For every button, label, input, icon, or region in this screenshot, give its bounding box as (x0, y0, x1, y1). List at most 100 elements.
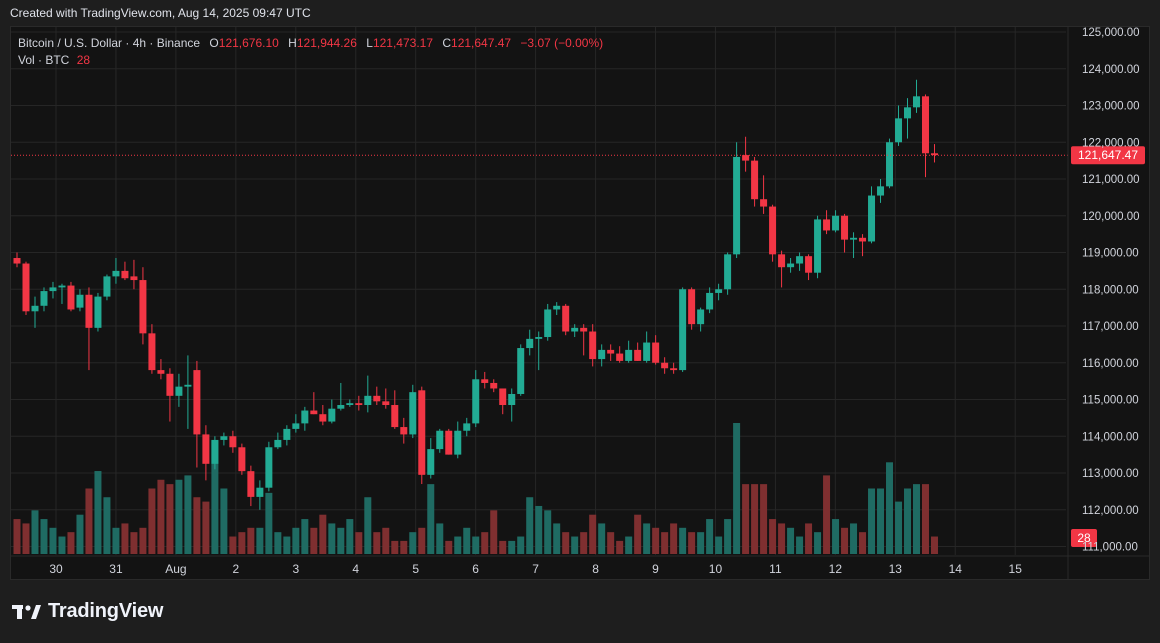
candle[interactable] (355, 395, 363, 411)
candle[interactable] (544, 303, 552, 341)
candle[interactable] (58, 283, 66, 304)
candle[interactable] (472, 370, 480, 428)
candle[interactable] (508, 388, 516, 422)
candle[interactable] (652, 335, 660, 365)
candle[interactable] (607, 344, 615, 361)
candle[interactable] (850, 232, 858, 259)
candle[interactable] (391, 390, 399, 429)
candle[interactable] (247, 465, 255, 507)
candle[interactable] (670, 362, 678, 374)
candle[interactable] (463, 417, 471, 437)
candle[interactable] (679, 287, 687, 372)
candle[interactable] (454, 421, 462, 459)
candle[interactable] (40, 287, 48, 312)
candle[interactable] (643, 331, 651, 363)
candle[interactable] (589, 324, 597, 367)
candle[interactable] (283, 425, 291, 446)
candle[interactable] (166, 368, 174, 422)
candle[interactable] (499, 388, 507, 415)
candle[interactable] (742, 136, 750, 172)
candle[interactable] (22, 261, 30, 315)
candle[interactable] (751, 156, 759, 207)
candle[interactable] (364, 375, 372, 413)
candle[interactable] (445, 428, 453, 455)
candle[interactable] (94, 292, 102, 332)
candle[interactable] (930, 144, 938, 163)
candle[interactable] (481, 371, 489, 389)
candle[interactable] (706, 287, 714, 314)
candle[interactable] (103, 274, 111, 301)
candle[interactable] (211, 436, 219, 470)
candle[interactable] (409, 384, 417, 439)
candle[interactable] (427, 438, 435, 479)
candle[interactable] (274, 432, 282, 450)
candle[interactable] (229, 430, 237, 453)
candle[interactable] (373, 386, 381, 406)
candle[interactable] (526, 329, 534, 356)
candle[interactable] (598, 344, 606, 367)
candle[interactable] (121, 261, 129, 281)
candle[interactable] (921, 94, 929, 178)
candle[interactable] (49, 281, 57, 299)
candle[interactable] (571, 324, 579, 338)
candle[interactable] (148, 324, 156, 374)
candle[interactable] (13, 252, 21, 268)
candle[interactable] (616, 346, 624, 363)
candle[interactable] (112, 258, 120, 284)
candle[interactable] (769, 204, 777, 262)
candle[interactable] (310, 392, 318, 415)
candle[interactable] (31, 296, 39, 328)
candle[interactable] (238, 443, 246, 475)
candle[interactable] (535, 331, 543, 371)
candle[interactable] (328, 399, 336, 424)
candle[interactable] (337, 382, 345, 411)
candle[interactable] (823, 210, 831, 235)
candle[interactable] (787, 258, 795, 273)
candle[interactable] (580, 324, 588, 356)
candle[interactable] (490, 379, 498, 393)
candle[interactable] (400, 417, 408, 444)
candle[interactable] (904, 98, 912, 139)
candle[interactable] (715, 283, 723, 301)
candle[interactable] (436, 428, 444, 453)
candle[interactable] (139, 267, 147, 345)
candle[interactable] (184, 355, 192, 429)
candle[interactable] (877, 179, 885, 203)
candle[interactable] (301, 406, 309, 431)
candle[interactable] (319, 405, 327, 426)
symbol-title[interactable]: Bitcoin / U.S. Dollar · 4h · Binance (18, 36, 201, 50)
candle[interactable] (220, 432, 228, 446)
candle[interactable] (805, 254, 813, 281)
candle[interactable] (634, 342, 642, 361)
candle[interactable] (859, 234, 867, 257)
candle[interactable] (517, 344, 525, 396)
candle[interactable] (67, 281, 75, 312)
candle[interactable] (886, 138, 894, 189)
candle[interactable] (841, 213, 849, 253)
candle[interactable] (418, 386, 426, 485)
candle[interactable] (814, 215, 822, 279)
candle[interactable] (733, 142, 741, 259)
chart-pane[interactable] (10, 26, 1150, 580)
candle[interactable] (796, 252, 804, 271)
candle[interactable] (202, 425, 210, 481)
candle[interactable] (661, 357, 669, 374)
candle[interactable] (130, 259, 138, 290)
candle[interactable] (175, 373, 183, 407)
candle[interactable] (157, 359, 165, 380)
candle[interactable] (292, 414, 300, 433)
candle[interactable] (85, 287, 93, 371)
candle[interactable] (76, 289, 84, 312)
candle[interactable] (868, 186, 876, 244)
candle[interactable] (688, 287, 696, 330)
candle[interactable] (256, 480, 264, 510)
candle[interactable] (562, 303, 570, 336)
candle[interactable] (625, 340, 633, 363)
candle[interactable] (265, 441, 273, 492)
candle[interactable] (913, 79, 920, 113)
candle[interactable] (193, 360, 201, 468)
candle[interactable] (760, 175, 768, 214)
candle[interactable] (832, 210, 840, 233)
candle[interactable] (346, 399, 354, 407)
